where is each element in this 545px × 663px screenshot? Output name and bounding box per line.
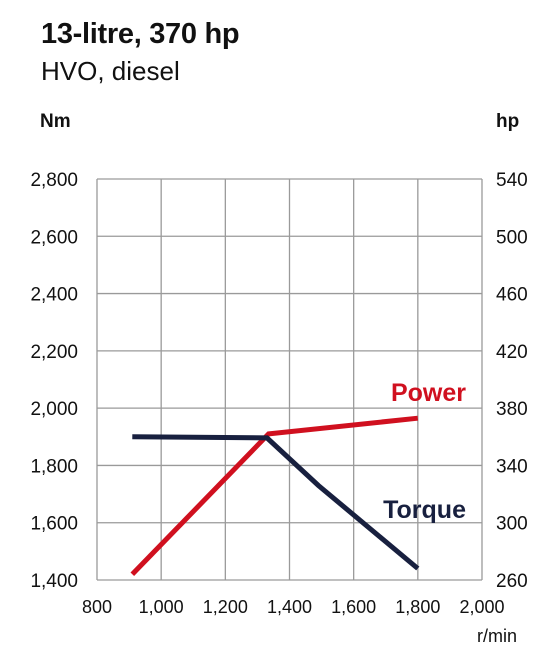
x-tick-label: 1,400 bbox=[267, 597, 312, 617]
y-right-tick-label: 340 bbox=[496, 456, 528, 477]
series-label-power: Power bbox=[391, 379, 466, 407]
y-left-tick-label: 1,600 bbox=[30, 514, 78, 535]
y-right-axis-label: hp bbox=[496, 111, 519, 132]
y-left-tick-label: 2,800 bbox=[30, 170, 78, 191]
x-axis-label: r/min bbox=[477, 626, 517, 646]
y-left-tick-label: 1,800 bbox=[30, 456, 78, 477]
series-label-torque: Torque bbox=[383, 496, 466, 524]
y-left-axis-label: Nm bbox=[40, 111, 71, 132]
x-tick-label: 2,000 bbox=[459, 597, 504, 617]
y-right-tick-label: 300 bbox=[496, 514, 528, 535]
x-tick-label: 1,600 bbox=[331, 597, 376, 617]
series-line-torque bbox=[132, 437, 418, 569]
x-tick-label: 800 bbox=[82, 597, 112, 617]
y-left-tick-label: 1,400 bbox=[30, 571, 78, 592]
y-right-tick-label: 460 bbox=[496, 285, 528, 306]
y-left-tick-label: 2,000 bbox=[30, 399, 78, 420]
x-tick-label: 1,200 bbox=[203, 597, 248, 617]
x-tick-label: 1,800 bbox=[395, 597, 440, 617]
y-right-tick-label: 380 bbox=[496, 399, 528, 420]
y-right-tick-label: 540 bbox=[496, 170, 528, 191]
y-right-tick-label: 420 bbox=[496, 342, 528, 363]
y-right-tick-label: 260 bbox=[496, 571, 528, 592]
x-tick-label: 1,000 bbox=[139, 597, 184, 617]
y-left-tick-label: 2,600 bbox=[30, 227, 78, 248]
series-line-power bbox=[132, 418, 418, 574]
y-left-tick-label: 2,400 bbox=[30, 285, 78, 306]
y-right-tick-label: 500 bbox=[496, 227, 528, 248]
y-left-tick-label: 2,200 bbox=[30, 342, 78, 363]
